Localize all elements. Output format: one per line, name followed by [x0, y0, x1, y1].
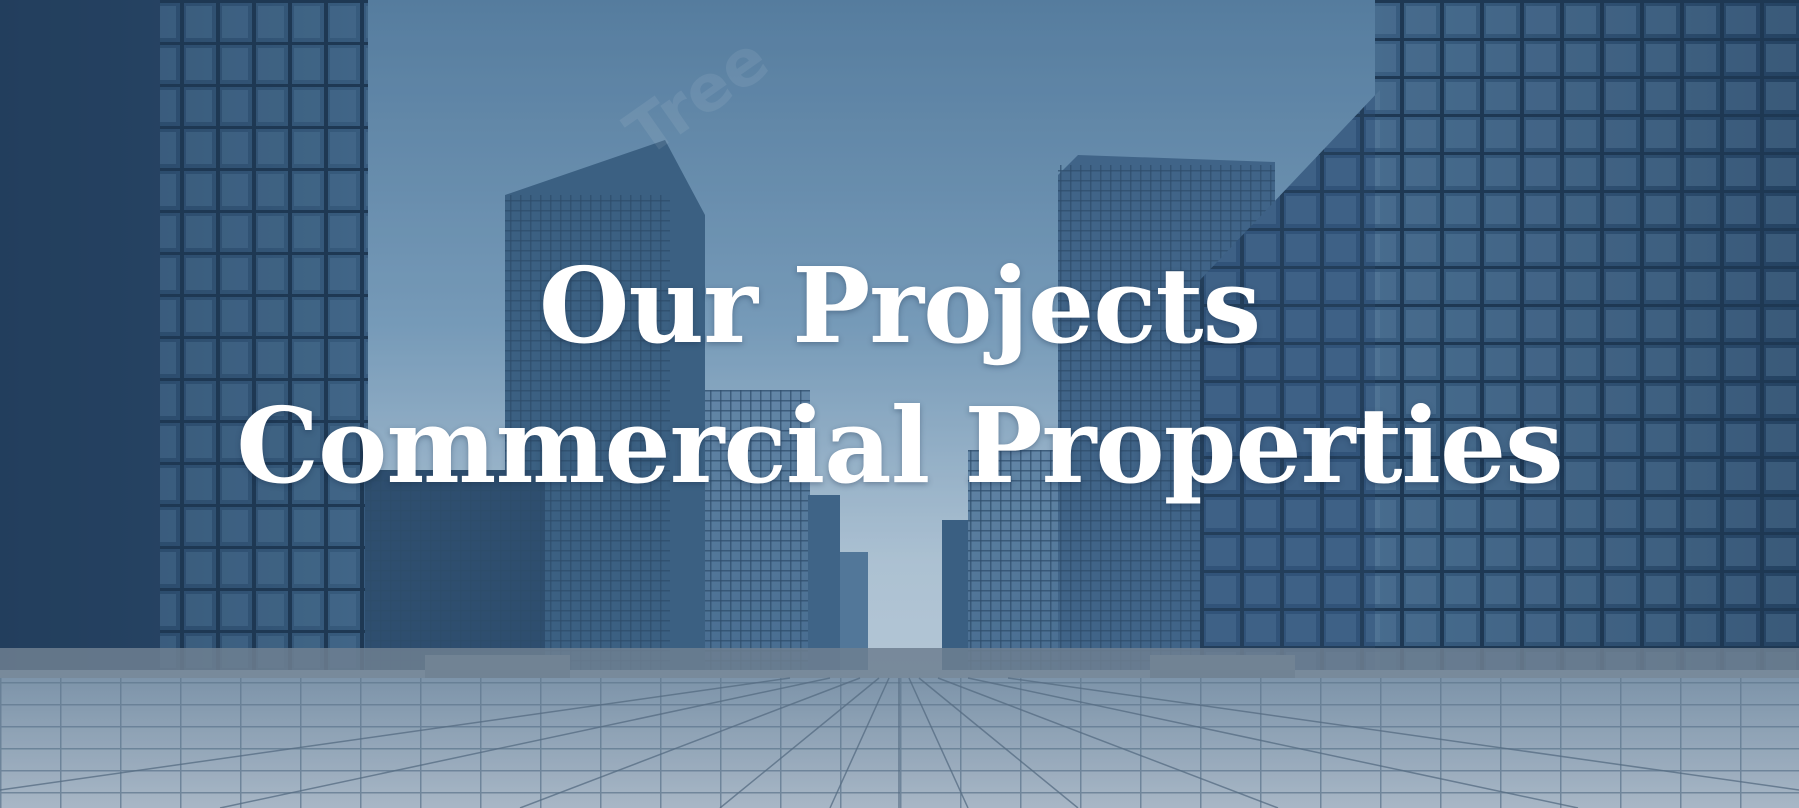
page-title: Our Projects Commercial Properties: [0, 236, 1799, 516]
title-line-our-projects: Our Projects: [538, 244, 1261, 368]
title-line-commercial-properties: Commercial Properties: [236, 384, 1563, 508]
